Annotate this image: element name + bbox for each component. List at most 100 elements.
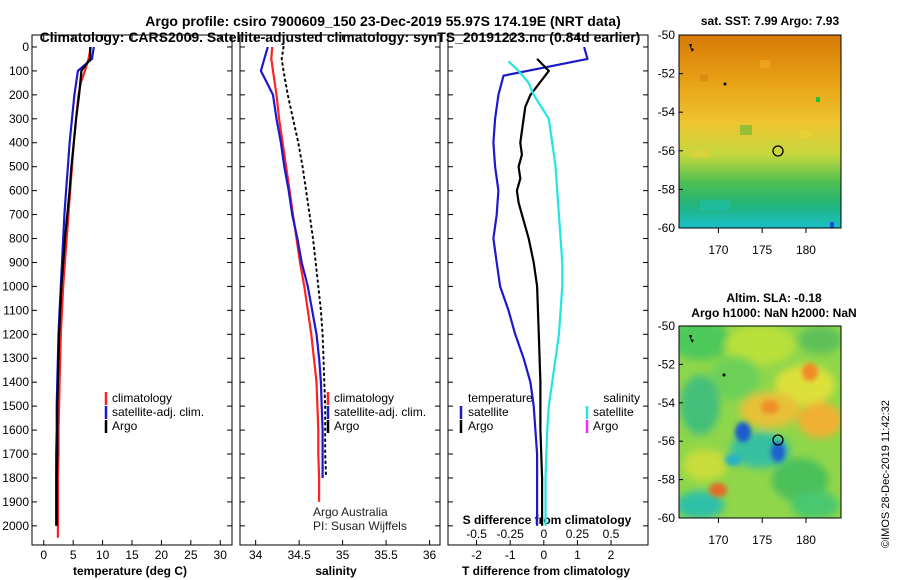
lat-tick-label: -58	[658, 182, 676, 196]
y-tick-label: 0	[22, 40, 29, 54]
figure-title-line1: Argo profile: csiro 7900609_150 23-Dec-2…	[145, 13, 620, 29]
sst-island-marker	[689, 44, 694, 52]
sla-texture	[679, 326, 841, 518]
x-tick-label: 35.5	[374, 548, 398, 562]
sst-map	[678, 34, 842, 229]
lat-tick-label: -54	[658, 396, 676, 410]
y-tick-label: 1800	[2, 471, 29, 485]
x-tick-label: 20	[155, 548, 169, 562]
x-tick-label: 0	[40, 548, 47, 562]
sst-lat-axis: -50 -52 -54 -56 -58 -60	[658, 28, 683, 235]
y-tick-label: 1500	[2, 399, 29, 413]
x-tick-label: 0	[540, 548, 547, 562]
s-diff-tick-label: -0.25	[497, 527, 525, 541]
sla-map	[678, 325, 842, 519]
legend-label-climatology: climatology	[112, 391, 172, 405]
credit-line-1: Argo Australia	[313, 505, 388, 519]
legend-label-satellite: satellite-adj. clim.	[112, 405, 204, 419]
x-tick-label: 34.5	[287, 548, 311, 562]
y-tick-label: 700	[9, 208, 29, 222]
s-difference-xlabel: S difference from climatology	[463, 513, 632, 527]
difference-legend: temperature satellite Argo salinity sate…	[459, 391, 640, 433]
salinity-panel-frame	[239, 34, 441, 546]
figure-title-line2: Climatology: CARS2009. Satellite-adjuste…	[40, 29, 641, 45]
sla-map-subtitle: Argo h1000: NaN h2000: NaN	[691, 306, 856, 320]
legend-label-satellite: satellite-adj. clim.	[334, 405, 426, 419]
y-tick-label: 500	[9, 160, 29, 174]
timestamp-stamp: ©IMOS 28-Dec-2019 11:42:32	[880, 400, 892, 548]
s-diff-tick-label: 0	[540, 527, 547, 541]
y-tick-label: 600	[9, 184, 29, 198]
lon-tick-label: 180	[796, 533, 816, 547]
lon-tick-label: 170	[708, 243, 728, 257]
sla-lat-axis: -50 -52 -54 -56 -58 -60	[658, 319, 683, 525]
lat-tick-label: -52	[658, 357, 676, 371]
lon-tick-label: 170	[708, 533, 728, 547]
x-tick-label: 25	[184, 548, 198, 562]
difference-series	[492, 46, 589, 526]
lat-tick-label: -60	[658, 221, 676, 235]
s-diff-tick-label: -0.5	[466, 527, 487, 541]
y-tick-label: 400	[9, 136, 29, 150]
y-tick-label: 2000	[2, 519, 29, 533]
sla-lon-axis: 170 175 180	[708, 518, 816, 547]
difference-panel-frame	[447, 34, 649, 546]
x-tick-label: 35	[336, 548, 350, 562]
sla-argo-marker	[772, 434, 784, 446]
x-tick-label: 2	[608, 548, 615, 562]
y-tick-label: 100	[9, 64, 29, 78]
y-tick-label: 300	[9, 112, 29, 126]
s-diff-tick-label: 0.25	[566, 527, 590, 541]
x-tick-label: 10	[96, 548, 110, 562]
x-tick-label: 36	[423, 548, 437, 562]
depth-axis: 0 100 200 300 400 500 600 700 800 900 1000 1100 1200…	[2, 40, 648, 533]
y-tick-label: 1700	[2, 447, 29, 461]
y-tick-label: 200	[9, 88, 29, 102]
legend-title-temperature: temperature	[468, 391, 533, 405]
sla-island-marker	[689, 335, 694, 343]
x-tick-label: 30	[214, 548, 228, 562]
sla-frame	[678, 325, 842, 519]
legend-label-s-satellite: satellite	[593, 405, 634, 419]
sst-islet-marker	[723, 82, 727, 86]
temperature-x-axis: 0 5 10 15 20 25 30	[40, 35, 227, 562]
x-tick-label: 5	[70, 548, 77, 562]
y-tick-label: 900	[9, 255, 29, 269]
salinity-series	[259, 46, 328, 502]
y-tick-label: 800	[9, 232, 29, 246]
y-tick-label: 1400	[2, 375, 29, 389]
series-line-satellite-adj-clim-	[259, 46, 324, 478]
y-tick-label: 1900	[2, 495, 29, 509]
lon-tick-label: 175	[752, 243, 772, 257]
legend-label-t-argo: Argo	[468, 419, 494, 433]
legend-label-s-argo: Argo	[593, 419, 619, 433]
y-tick-label: 1200	[2, 327, 29, 341]
sst-blue-pixel	[830, 222, 834, 228]
sst-argo-marker	[772, 145, 784, 157]
lat-tick-label: -54	[658, 105, 676, 119]
legend-label-argo: Argo	[112, 419, 138, 433]
x-tick-label: 34	[249, 548, 263, 562]
sst-texture	[690, 60, 812, 210]
temperature-xlabel: temperature (deg C)	[73, 564, 187, 578]
lon-tick-label: 180	[796, 243, 816, 257]
series-line-s-satellite	[507, 60, 564, 526]
sst-green-pixel	[816, 97, 820, 102]
lon-tick-label: 175	[752, 533, 772, 547]
y-tick-label: 1300	[2, 351, 29, 365]
sla-map-title: Altim. SLA: -0.18	[726, 291, 822, 305]
salinity-xlabel: salinity	[315, 564, 357, 578]
legend-title-salinity: salinity	[603, 391, 640, 405]
y-tick-label: 1000	[2, 279, 29, 293]
salinity-x-axis: 34 34.5 35 35.5 36	[249, 35, 437, 562]
sst-lon-axis: 170 175 180	[708, 228, 816, 257]
s-difference-x-axis: -0.5 -0.25 0 0.25 0.5	[466, 527, 619, 541]
legend-label-climatology: climatology	[334, 391, 394, 405]
x-tick-label: -2	[471, 548, 482, 562]
lat-tick-label: -58	[658, 473, 676, 487]
legend-label-t-satellite: satellite	[468, 405, 509, 419]
lat-tick-label: -56	[658, 144, 676, 158]
x-tick-label: 15	[125, 548, 139, 562]
series-line-climatology	[56, 46, 92, 538]
